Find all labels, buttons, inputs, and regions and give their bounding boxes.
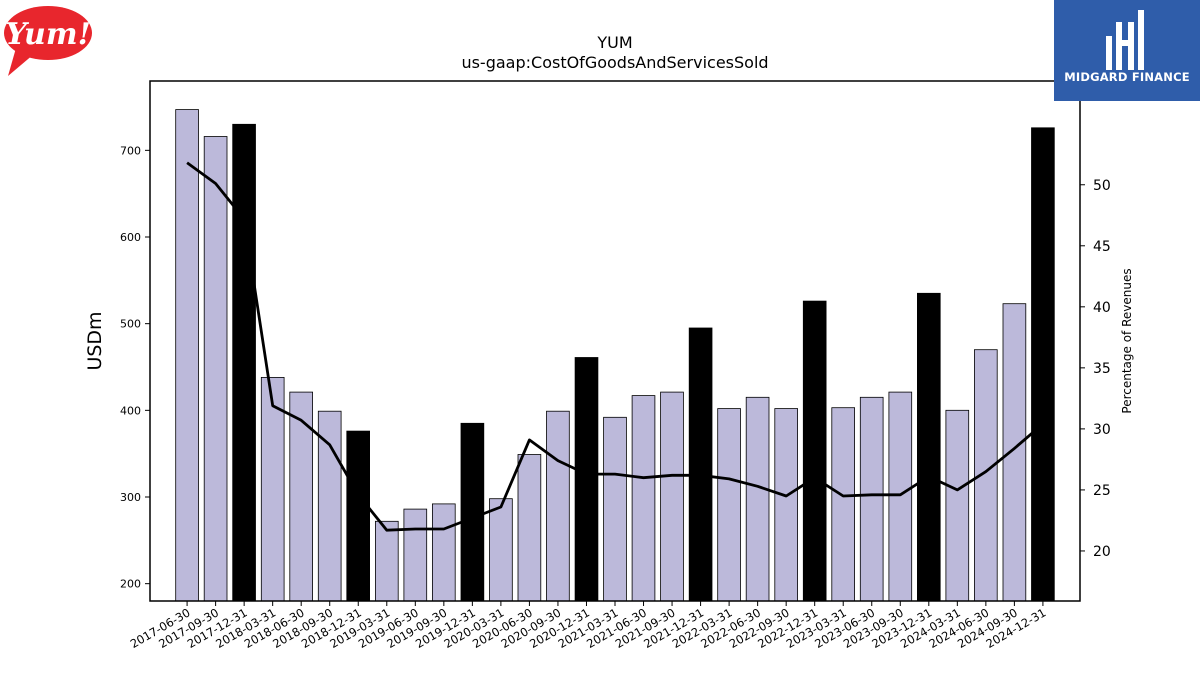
bar-quarter bbox=[431, 503, 456, 602]
bar-quarter bbox=[403, 508, 428, 602]
bar-year-end bbox=[1031, 127, 1055, 602]
bar-year-end bbox=[460, 422, 485, 602]
bar-quarter bbox=[489, 498, 513, 602]
bar-quarter bbox=[717, 408, 741, 602]
y2-tick-label: 30 bbox=[1093, 422, 1111, 438]
bar-year-end bbox=[232, 123, 256, 602]
chart-title: YUM bbox=[596, 33, 632, 52]
y2-tick-label: 45 bbox=[1093, 239, 1111, 255]
y-tick-label: 600 bbox=[120, 231, 141, 244]
y2-tick-label: 20 bbox=[1093, 544, 1111, 560]
bar-year-end bbox=[688, 327, 713, 602]
bar-year-end bbox=[917, 292, 941, 602]
bar-quarter bbox=[660, 391, 684, 602]
bar-quarter bbox=[774, 408, 798, 602]
y2-tick-label: 35 bbox=[1093, 361, 1111, 377]
bar-year-end bbox=[346, 430, 370, 602]
y-tick-label: 200 bbox=[120, 578, 141, 591]
bar-quarter bbox=[546, 410, 570, 602]
bar-quarter bbox=[203, 136, 228, 602]
bar-quarter bbox=[289, 391, 313, 602]
logo-wordmark: Yum! bbox=[5, 17, 91, 52]
midgard-mark-icon bbox=[1106, 10, 1144, 70]
y-tick-label: 500 bbox=[120, 318, 141, 331]
percentage-line-series bbox=[186, 161, 1044, 532]
bar-quarter bbox=[603, 416, 627, 602]
bar-year-end bbox=[574, 357, 599, 602]
y-tick-label: 400 bbox=[120, 404, 141, 417]
y-tick-label: 300 bbox=[120, 491, 141, 504]
y-axis-label: USDm bbox=[84, 311, 106, 370]
y2-tick-label: 25 bbox=[1093, 483, 1111, 499]
y-tick-label: 700 bbox=[120, 144, 141, 157]
bar-quarter bbox=[1002, 303, 1027, 602]
logo-wordmark: MIDGARD FINANCE bbox=[1064, 70, 1190, 84]
bar-quarter bbox=[175, 109, 199, 602]
bar-quarter bbox=[831, 407, 855, 602]
bar-quarter bbox=[945, 409, 970, 602]
y2-axis-label: Percentage of Revenues bbox=[1120, 268, 1134, 413]
yum-logo: Yum! bbox=[4, 4, 96, 78]
bar-series bbox=[175, 109, 1055, 602]
y2-tick-label: 40 bbox=[1093, 300, 1111, 316]
bar-quarter bbox=[888, 391, 913, 602]
percentage-line bbox=[186, 161, 1044, 532]
y2-tick-label: 50 bbox=[1093, 178, 1111, 194]
bar-quarter bbox=[517, 454, 542, 602]
bar-quarter bbox=[745, 396, 770, 602]
midgard-finance-logo: MIDGARD FINANCE bbox=[1054, 0, 1200, 101]
bar-quarter bbox=[859, 396, 884, 602]
speech-bubble-icon: Yum! bbox=[4, 6, 92, 76]
chart-subtitle: us-gaap:CostOfGoodsAndServicesSold bbox=[461, 53, 768, 72]
bar-quarter bbox=[631, 395, 656, 602]
bar-year-end bbox=[802, 300, 827, 602]
bar-quarter bbox=[374, 520, 399, 602]
